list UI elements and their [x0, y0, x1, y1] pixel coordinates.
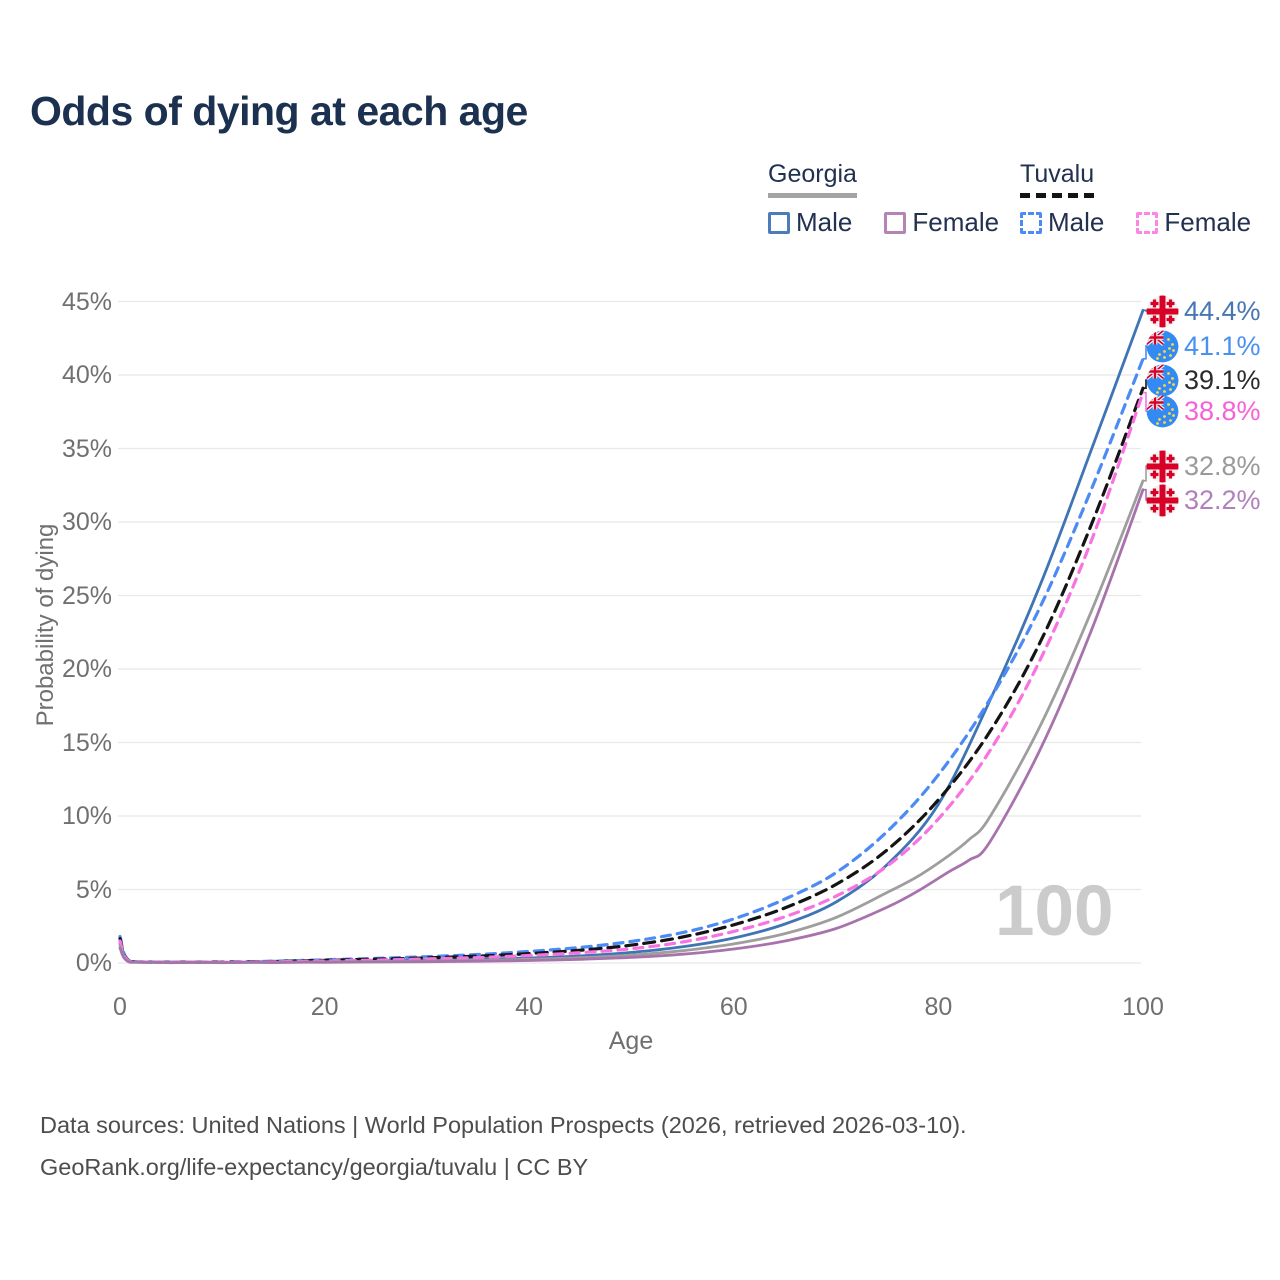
tuvalu-flag-icon — [1146, 395, 1179, 427]
y-tick-label: 15% — [61, 728, 112, 757]
tuvalu-female-swatch-icon[interactable] — [1136, 211, 1159, 234]
x-tick-label: 80 — [924, 993, 953, 1021]
y-tick-label: 30% — [61, 508, 112, 536]
y-tick-label: 10% — [61, 802, 112, 830]
legend-label-georgia-male: Male — [796, 207, 853, 237]
series-line-tuvalu-total — [118, 386, 1145, 964]
legend-group-georgia: Georgia Male Female — [768, 160, 999, 238]
end-label-value-georgia-female: 32.2% — [1184, 485, 1261, 515]
y-tick-label: 5% — [75, 875, 112, 904]
legend-group-tuvalu: Tuvalu Male Female — [1020, 160, 1251, 238]
end-label-value-tuvalu-total: 39.1% — [1184, 365, 1261, 395]
legend-header-tuvalu: Tuvalu — [1020, 160, 1095, 198]
tuvalu-flag-icon — [1146, 330, 1179, 362]
y-axis-title: Probability of dying — [32, 523, 59, 727]
legend-items-georgia: Male Female — [768, 207, 999, 238]
y-tick-label: 20% — [61, 655, 112, 683]
end-label-tuvalu-total: 39.1% — [1146, 363, 1261, 397]
georgia-flag-icon — [1146, 295, 1179, 327]
x-tick-label: 0 — [113, 993, 127, 1021]
legend-item-tuvalu-male[interactable]: Male — [1020, 207, 1104, 238]
series-line-georgia-female — [118, 488, 1145, 965]
x-tick-label: 20 — [310, 993, 339, 1021]
tuvalu-male-swatch-icon[interactable] — [1020, 211, 1042, 234]
series-line-georgia-total — [118, 479, 1145, 965]
x-tick-label: 40 — [515, 993, 544, 1021]
legend-label-tuvalu-male: Male — [1048, 207, 1105, 237]
legend-items-tuvalu: Male Female — [1020, 207, 1251, 238]
legend-item-georgia-male[interactable]: Male — [768, 207, 852, 238]
legend-header-georgia: Georgia — [768, 160, 857, 198]
legend-item-georgia-female[interactable]: Female — [884, 207, 999, 238]
end-label-value-tuvalu-female: 38.8% — [1184, 396, 1261, 426]
end-label-tuvalu-female: 38.8% — [1146, 394, 1261, 428]
georgia-male-swatch-icon[interactable] — [768, 211, 790, 234]
footer-line-url: GeoRank.org/life-expectancy/georgia/tuva… — [40, 1154, 589, 1180]
georgia-female-swatch-icon[interactable] — [884, 211, 907, 234]
georgia-flag-icon — [1146, 450, 1179, 482]
y-tick-label: 25% — [61, 581, 112, 610]
x-tick-label: 100 — [1122, 993, 1164, 1021]
end-label-georgia-total: 32.8% — [1146, 449, 1261, 483]
series-line-tuvalu-male — [118, 357, 1145, 964]
footer-line-datasources: Data sources: United Nations | World Pop… — [40, 1112, 967, 1138]
age-watermark: 100 — [995, 872, 1114, 951]
legend-label-georgia-female: Female — [912, 207, 1000, 237]
end-label-georgia-female: 32.2% — [1146, 483, 1261, 517]
end-label-value-georgia-total: 32.8% — [1184, 451, 1261, 481]
end-label-value-georgia-male: 44.4% — [1184, 296, 1261, 326]
y-tick-label: 0% — [75, 949, 112, 977]
legend-label-tuvalu-female: Female — [1164, 207, 1252, 237]
end-label-georgia-male: 44.4% — [1146, 294, 1261, 328]
tuvalu-flag-icon — [1146, 364, 1179, 396]
end-label-value-tuvalu-male: 41.1% — [1184, 331, 1261, 361]
x-tick-label: 60 — [719, 993, 748, 1021]
georgia-flag-icon — [1146, 484, 1179, 516]
page-title: Odds of dying at each age — [30, 88, 528, 134]
legend-item-tuvalu-female[interactable]: Female — [1136, 207, 1251, 238]
y-tick-label: 40% — [61, 361, 112, 389]
y-tick-label: 45% — [61, 287, 112, 316]
series-line-tuvalu-female — [118, 391, 1145, 964]
x-axis-title: Age — [608, 1027, 654, 1055]
y-tick-label: 35% — [61, 434, 112, 463]
end-label-tuvalu-male: 41.1% — [1146, 329, 1261, 363]
series-line-georgia-male — [118, 308, 1145, 964]
footer-attribution: Data sources: United Nations | World Pop… — [40, 1104, 967, 1188]
